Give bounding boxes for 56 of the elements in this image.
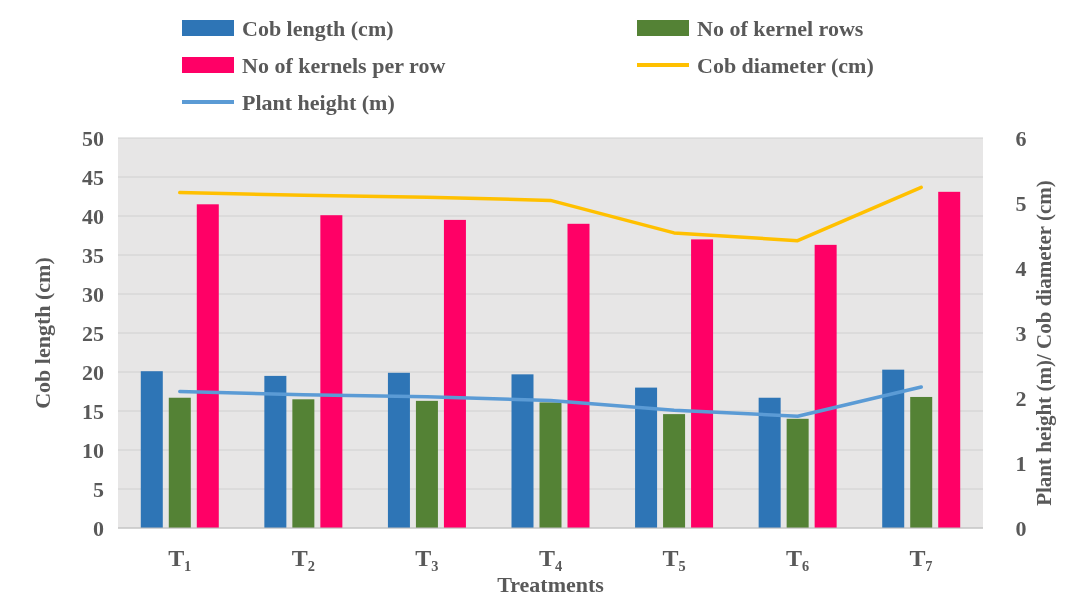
x-tick-label: T₄: [538, 545, 563, 571]
bar: [539, 402, 562, 528]
x-tick-label: T₇: [909, 545, 933, 571]
bar: [814, 244, 837, 528]
y-tick-label: 10: [82, 437, 104, 463]
y-tick-label: 30: [82, 281, 104, 307]
bar: [786, 418, 809, 528]
y2-tick-label: 3: [1015, 320, 1027, 346]
x-tick-label: T₁: [168, 545, 192, 571]
y-tick-label: 45: [82, 164, 104, 190]
y-tick-label: 35: [82, 242, 104, 268]
bar: [387, 372, 410, 528]
x-tick-label: T₂: [291, 545, 315, 571]
y-tick-label: 15: [82, 398, 104, 424]
legend-label: No of kernel rows: [697, 15, 864, 41]
x-tick-label: T₃: [415, 545, 439, 571]
line-series: [178, 185, 923, 243]
bar: [196, 204, 219, 528]
y2-tick-label: 2: [1015, 385, 1027, 411]
y-axis-title: Cob length (cm): [30, 257, 55, 409]
y2-tick-label: 1: [1015, 450, 1027, 476]
bar: [168, 397, 191, 528]
bar: [140, 371, 163, 528]
x-tick-label: T₆: [786, 545, 810, 571]
legend-label: Cob diameter (cm): [697, 52, 874, 78]
y-tick-label: 40: [82, 203, 104, 229]
y2-tick-label: 6: [1015, 125, 1027, 151]
y2-tick-label: 4: [1015, 255, 1027, 281]
bar: [691, 239, 714, 528]
legend-label: No of kernels per row: [242, 52, 446, 78]
bar: [264, 375, 287, 528]
x-tick-label: T₅: [662, 545, 686, 571]
y-tick-label: 25: [82, 320, 104, 346]
bar: [663, 414, 686, 528]
bar: [910, 396, 933, 528]
bar: [292, 399, 315, 528]
y-tick-label: 50: [82, 125, 104, 151]
bar: [415, 400, 438, 528]
y2-axis-title: Plant height (m)/ Cob diameter (cm): [1032, 180, 1056, 506]
y2-tick-label: 5: [1015, 190, 1027, 216]
bar: [567, 223, 590, 528]
bar: [882, 369, 905, 528]
y-tick-label: 5: [93, 476, 104, 502]
bar: [320, 215, 343, 528]
x-axis-title: Treatments: [497, 572, 605, 597]
y2-tick-label: 0: [1015, 515, 1027, 541]
y-tick-label: 20: [82, 359, 104, 385]
line-series: [178, 385, 923, 418]
bar: [443, 219, 466, 528]
bar: [635, 387, 658, 528]
bar: [511, 374, 534, 528]
bar: [938, 191, 961, 528]
y-tick-label: 0: [93, 515, 104, 541]
legend-label: Cob length (cm): [242, 15, 394, 41]
bar: [758, 397, 781, 528]
legend-label: Plant height (m): [242, 89, 395, 115]
